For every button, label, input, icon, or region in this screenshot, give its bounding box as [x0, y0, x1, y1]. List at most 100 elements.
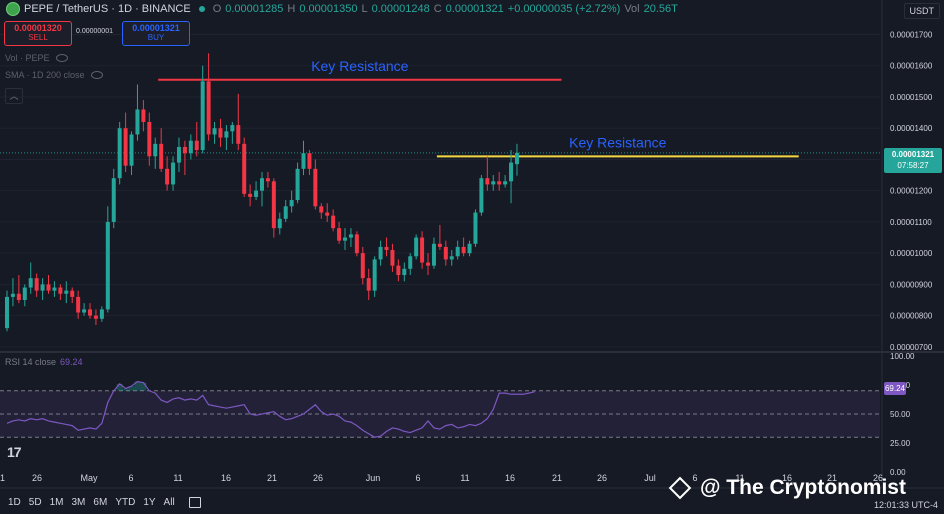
range-all[interactable]: All	[163, 497, 175, 508]
candle	[408, 253, 413, 276]
range-3m[interactable]: 3M	[71, 497, 86, 508]
range-toolbar: 1D 5D 1M 3M 6M YTD 1Y All	[8, 497, 201, 508]
spread-value: 0.00000001	[76, 28, 113, 35]
range-1d[interactable]: 1D	[8, 497, 21, 508]
candle-body	[206, 81, 211, 135]
candle-body	[171, 162, 176, 185]
calendar-icon[interactable]	[188, 497, 201, 508]
candle	[5, 290, 9, 332]
candle-body	[319, 206, 324, 213]
candle-body	[348, 234, 353, 238]
candle	[82, 303, 87, 316]
candle-body	[408, 256, 413, 269]
eye-icon[interactable]	[90, 71, 103, 79]
candle-body	[414, 237, 419, 257]
candle	[426, 253, 431, 276]
range-5d[interactable]: 5D	[28, 497, 42, 508]
volume-indicator-label: Vol · PEPE	[5, 53, 50, 63]
time-tick-label: May	[80, 473, 98, 483]
time-tick-label: 16	[221, 473, 231, 483]
eye-icon[interactable]	[55, 54, 68, 62]
time-tick-label: 6	[128, 473, 133, 483]
candle	[366, 268, 371, 301]
candle	[414, 234, 419, 260]
price-tick-label: 0.00001500	[890, 93, 933, 102]
time-tick-label: 26	[313, 473, 323, 483]
buy-label: BUY	[147, 33, 165, 42]
candle	[479, 175, 484, 216]
rsi-value-tag: 69.24	[884, 382, 906, 395]
sma-indicator[interactable]: SMA · 1D 200 close	[5, 70, 103, 80]
sell-button[interactable]: 0.00001320 SELL	[4, 21, 72, 46]
candle-body	[485, 178, 490, 185]
candle	[437, 225, 442, 251]
rsi-tick-label: 25.00	[890, 439, 911, 448]
candle	[295, 162, 300, 204]
candle-body	[384, 246, 389, 251]
collapse-indicators-button[interactable]: ︿	[5, 88, 23, 104]
time-axis: 1 26 May 6 11 16 21 26 Jun 6 11 16 21 26 Jul 6 11 16 21 26	[0, 473, 883, 483]
open-label: O	[212, 3, 222, 15]
candle	[307, 150, 312, 176]
clock[interactable]: 12:01:33 UTC-4	[873, 500, 938, 510]
candle-body	[159, 143, 164, 169]
candle	[378, 240, 383, 266]
candle-body	[46, 284, 51, 291]
time-tick-label: Jul	[644, 473, 656, 483]
candle-body	[248, 193, 253, 197]
candle-body	[58, 287, 63, 294]
candle-body	[271, 181, 276, 229]
candle-body	[230, 125, 235, 132]
candle	[301, 140, 306, 176]
candle	[165, 156, 170, 191]
candle-body	[117, 128, 122, 179]
candle-body	[509, 162, 514, 182]
time-tick-label: 21	[827, 473, 837, 483]
candle-body	[366, 278, 371, 291]
rsi-legend[interactable]: RSI 14 close 69.24	[5, 357, 83, 367]
buy-button[interactable]: 0.00001321 BUY	[122, 21, 190, 46]
candle	[313, 159, 318, 210]
tradingview-logo-icon[interactable]: 17	[7, 444, 22, 460]
candle	[431, 237, 436, 269]
volume-indicator[interactable]: Vol · PEPE	[5, 53, 68, 63]
candle-body	[99, 309, 104, 319]
buy-price: 0.00001321	[132, 23, 180, 33]
rsi-tick-label: 100.00	[890, 352, 915, 361]
rsi-overbought-fill	[116, 381, 147, 391]
candle-body	[360, 253, 365, 279]
time-tick-label: 6	[692, 473, 697, 483]
candle-body	[82, 309, 87, 313]
low-value: 0.00001248	[371, 3, 430, 15]
pepe-coin-icon	[6, 2, 20, 16]
candle-body	[467, 243, 472, 254]
rsi-pane	[0, 380, 880, 438]
candle-body	[307, 153, 312, 169]
currency-button[interactable]: USDT	[903, 3, 940, 19]
time-tick-label: 26	[32, 473, 42, 483]
time-tick-label: Jun	[366, 473, 381, 483]
candle-body	[259, 178, 264, 191]
candle-body	[443, 246, 448, 260]
candle	[99, 306, 104, 322]
candle-body	[455, 246, 460, 257]
candle-body	[437, 243, 442, 247]
symbol-title[interactable]: PEPE / TetherUS · 1D · BINANCE	[24, 3, 191, 15]
price-tick-label: 0.00001400	[890, 124, 933, 133]
candle-body	[10, 293, 15, 297]
candle	[384, 237, 389, 257]
candle-body	[354, 234, 359, 254]
range-1y[interactable]: 1Y	[143, 497, 156, 508]
candle	[117, 121, 122, 185]
range-ytd[interactable]: YTD	[115, 497, 136, 508]
rsi-tick-label: 0.00	[890, 468, 906, 477]
candle	[331, 209, 336, 232]
candle	[224, 125, 229, 151]
resistance-lines: Key Resistance Key Resistance	[158, 58, 799, 158]
range-1m[interactable]: 1M	[49, 497, 64, 508]
candle-body	[396, 265, 401, 276]
candle	[461, 237, 466, 257]
candle-body	[212, 128, 217, 135]
range-6m[interactable]: 6M	[93, 497, 108, 508]
